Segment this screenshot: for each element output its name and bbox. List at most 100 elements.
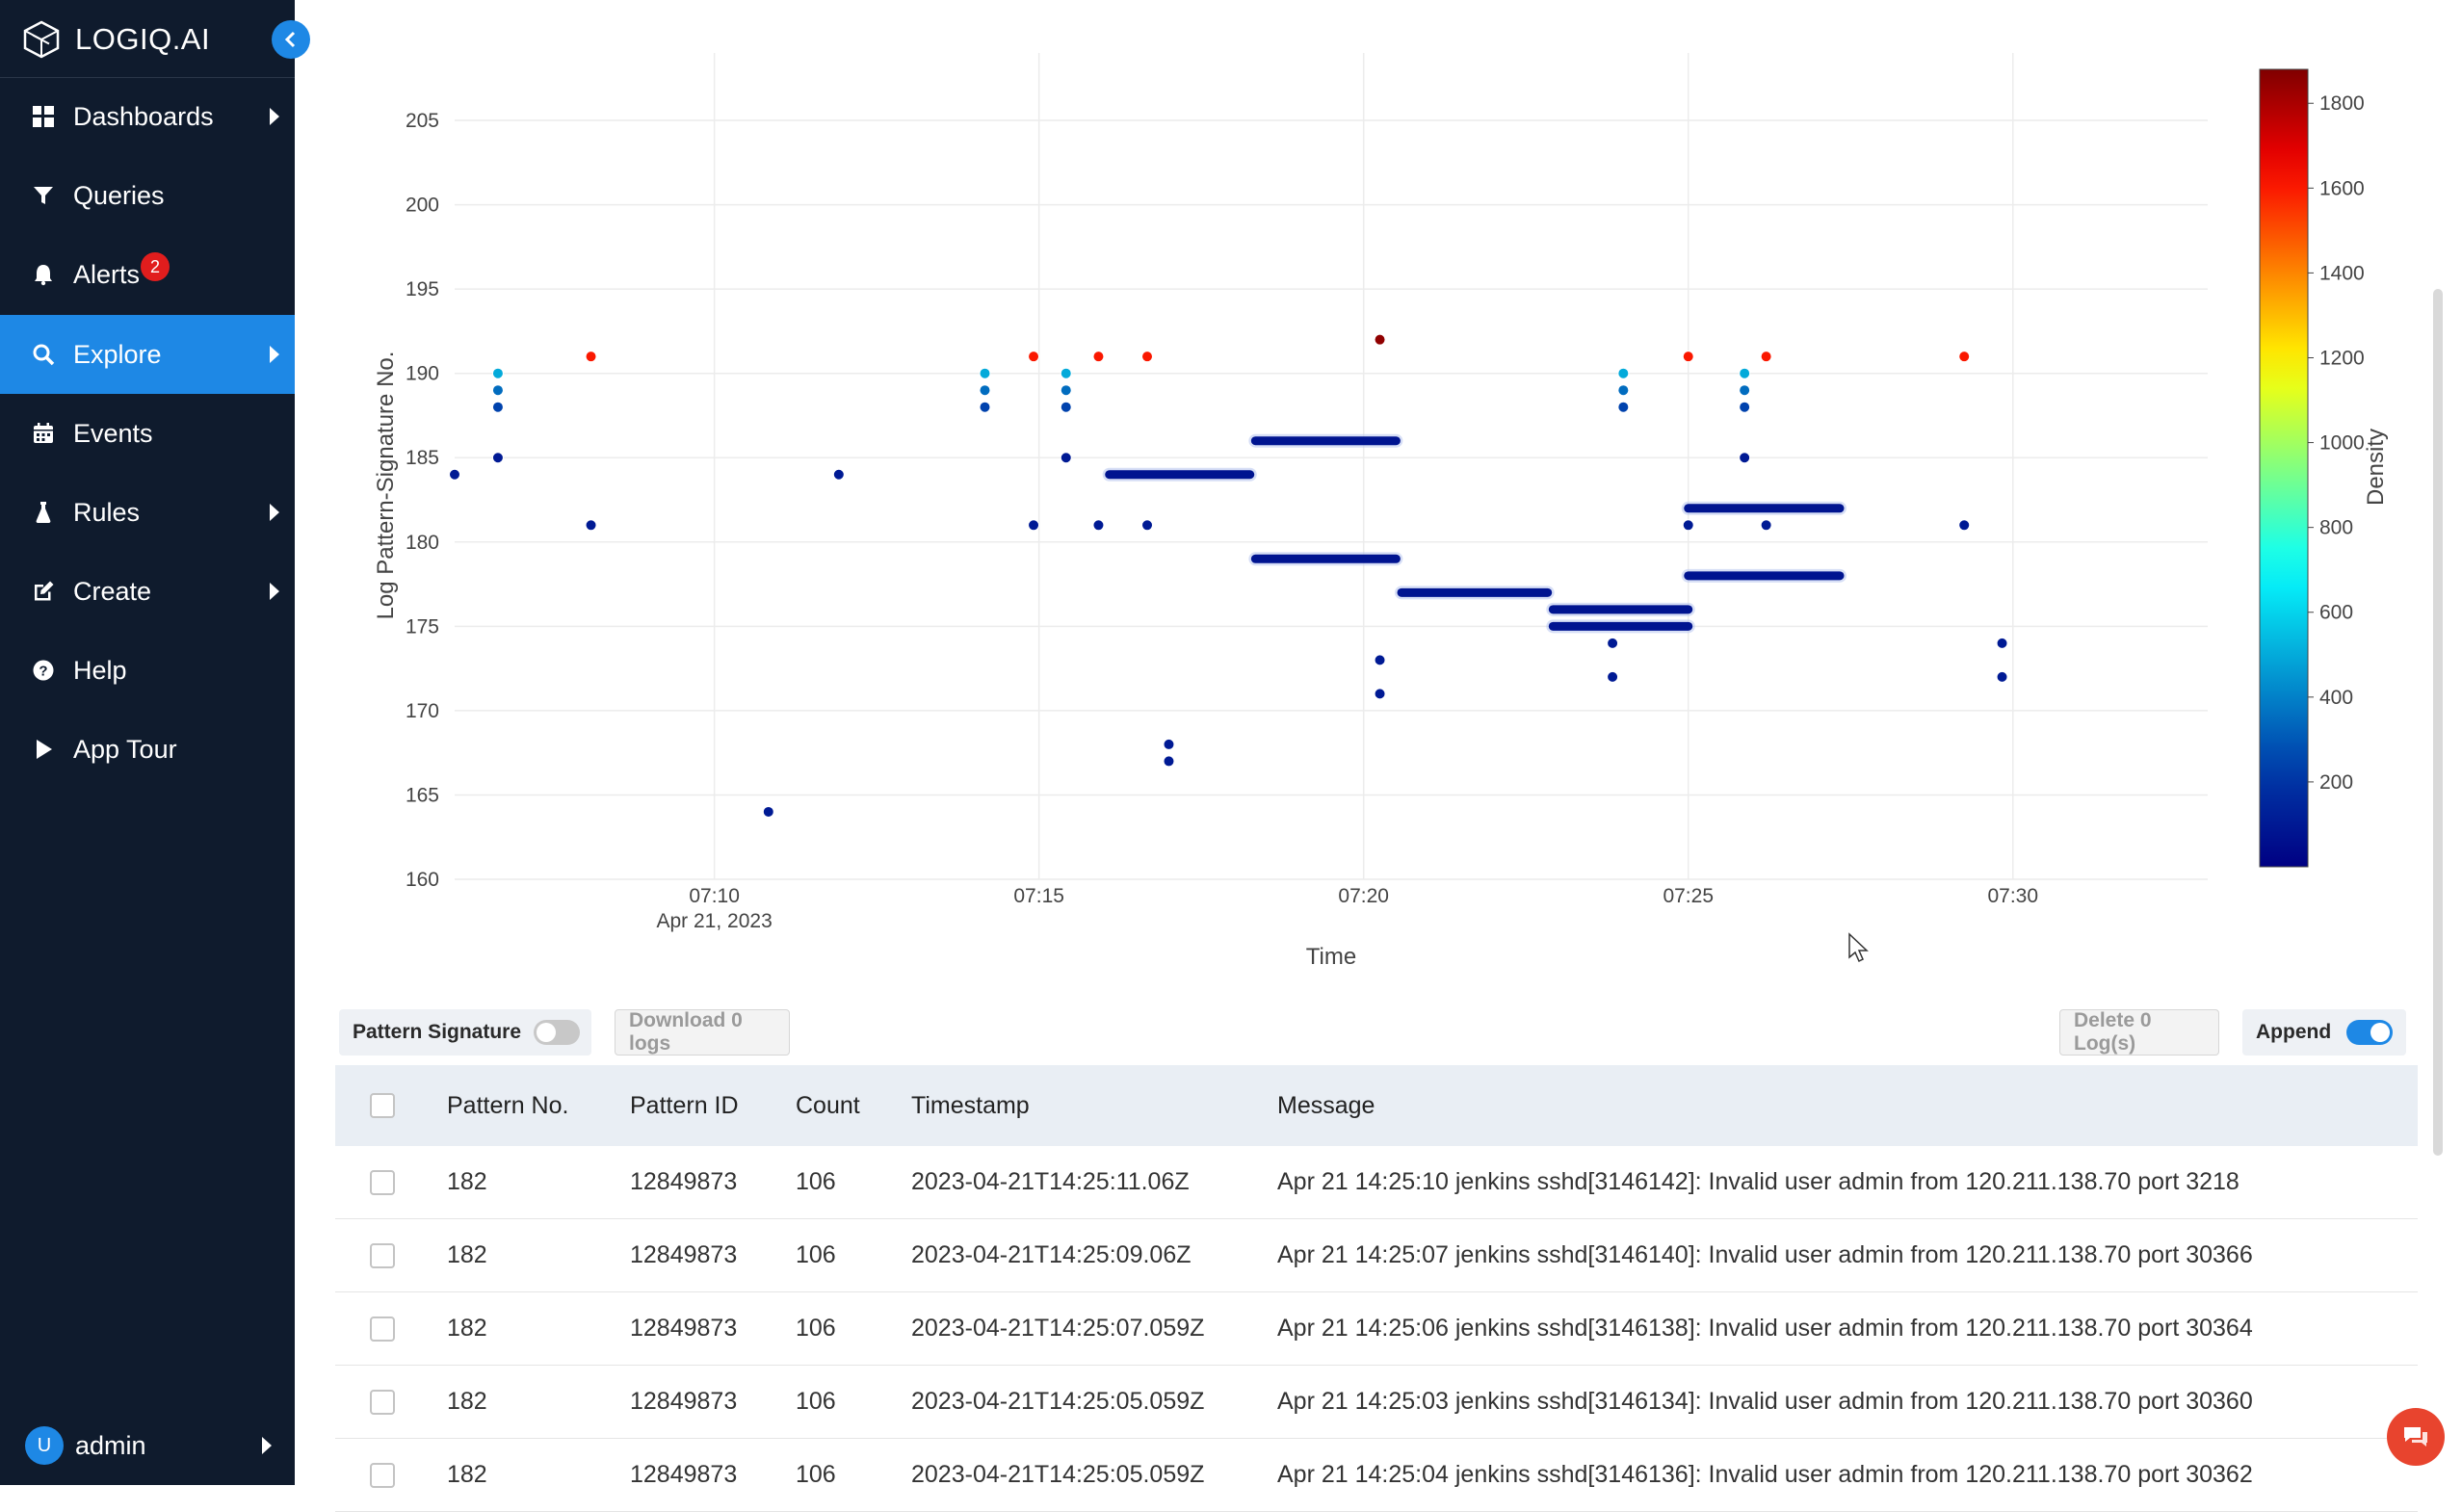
append-control: Append xyxy=(2242,1009,2406,1056)
cell-count: 106 xyxy=(796,1168,836,1195)
cell-pattern-id: 12849873 xyxy=(630,1241,738,1268)
avatar: U xyxy=(25,1426,64,1465)
column-header-message[interactable]: Message xyxy=(1277,1091,1375,1119)
y-tick-label: 195 xyxy=(406,278,439,300)
flask-icon xyxy=(29,498,58,527)
y-tick-label: 180 xyxy=(406,532,439,554)
sidebar-item-help[interactable]: ? Help xyxy=(0,631,295,710)
data-point xyxy=(1060,452,1072,464)
download-logs-button[interactable]: Download 0 logs xyxy=(615,1009,790,1056)
row-checkbox[interactable] xyxy=(370,1462,395,1488)
data-point xyxy=(1760,351,1772,363)
cell-timestamp: 2023-04-21T14:25:05.059Z xyxy=(911,1388,1205,1415)
data-point xyxy=(1060,401,1072,413)
data-point xyxy=(979,367,991,379)
column-header-pattern-id[interactable]: Pattern ID xyxy=(630,1091,739,1119)
cell-count: 106 xyxy=(796,1241,836,1268)
data-point xyxy=(1760,519,1772,532)
chevron-right-icon xyxy=(270,504,279,521)
cell-pattern-no: 182 xyxy=(447,1168,487,1195)
cell-pattern-no: 182 xyxy=(447,1241,487,1268)
colorbar-tick-label: 400 xyxy=(2319,687,2353,709)
colorbar-tick-label: 1600 xyxy=(2319,177,2365,199)
y-axis-title: Log Pattern-Signature No. xyxy=(373,352,399,620)
cell-pattern-no: 182 xyxy=(447,1315,487,1342)
colorbar-title: Density xyxy=(2363,429,2389,506)
table-row[interactable]: 182 12849873 106 2023-04-21T14:25:05.059Z Ap… xyxy=(335,1439,2418,1512)
pattern-signature-toggle[interactable] xyxy=(534,1020,580,1045)
cell-timestamp: 2023-04-21T14:25:11.06Z xyxy=(911,1168,1190,1195)
column-header-count[interactable]: Count xyxy=(796,1091,860,1119)
sidebar-item-explore[interactable]: Explore xyxy=(0,315,295,394)
row-checkbox[interactable] xyxy=(370,1389,395,1415)
data-point xyxy=(1028,519,1040,532)
bell-icon xyxy=(29,260,58,289)
colorbar-tick-label: 1200 xyxy=(2319,347,2365,369)
cell-pattern-id: 12849873 xyxy=(630,1168,738,1195)
toggle-knob xyxy=(537,1023,556,1042)
x-tick-label: 07:15 xyxy=(1013,885,1064,907)
data-point xyxy=(979,384,991,397)
y-tick-label: 170 xyxy=(406,700,439,722)
sidebar-item-label: Alerts xyxy=(73,259,141,289)
select-all-checkbox[interactable] xyxy=(370,1093,395,1118)
data-point xyxy=(1163,755,1175,768)
chat-button[interactable] xyxy=(2387,1408,2445,1466)
cell-pattern-no: 182 xyxy=(447,1461,487,1488)
sidebar-item-label: App Tour xyxy=(73,734,177,764)
y-tick-label: 160 xyxy=(406,869,439,891)
data-point xyxy=(491,367,504,379)
cell-message: Apr 21 14:25:06 jenkins sshd[3146138]: I… xyxy=(1277,1315,2253,1342)
x-tick-label: 07:30 xyxy=(1987,885,2038,907)
chevron-right-icon xyxy=(270,583,279,600)
table-row[interactable]: 182 12849873 106 2023-04-21T14:25:09.06Z Apr… xyxy=(335,1219,2418,1292)
data-point xyxy=(1739,384,1751,397)
chat-icon xyxy=(2404,1427,2427,1447)
column-header-timestamp[interactable]: Timestamp xyxy=(911,1091,1030,1119)
x-tick-date-label: Apr 21, 2023 xyxy=(656,910,772,932)
data-point xyxy=(585,519,597,532)
sidebar-item-alerts[interactable]: Alerts xyxy=(0,235,295,314)
table-row[interactable]: 182 12849873 106 2023-04-21T14:25:07.059Z Ap… xyxy=(335,1292,2418,1366)
sidebar-item-label: Queries xyxy=(73,180,165,210)
column-header-pattern-no[interactable]: Pattern No. xyxy=(447,1091,569,1119)
row-checkbox[interactable] xyxy=(370,1242,395,1268)
append-toggle[interactable] xyxy=(2346,1020,2393,1045)
sidebar-item-label: Explore xyxy=(73,339,162,369)
data-point xyxy=(1374,654,1386,666)
sidebar-item-create[interactable]: Create xyxy=(0,552,295,631)
data-point xyxy=(585,351,597,363)
alerts-count-badge: 2 xyxy=(141,252,170,281)
colorbar xyxy=(2259,68,2309,868)
logo[interactable]: LOGIQ.AI xyxy=(21,17,210,62)
row-checkbox[interactable] xyxy=(370,1316,395,1342)
data-point xyxy=(1617,384,1630,397)
pattern-signature-control: Pattern Signature xyxy=(339,1009,591,1056)
edit-icon xyxy=(29,577,58,606)
table-row[interactable]: 182 12849873 106 2023-04-21T14:25:05.059Z Ap… xyxy=(335,1366,2418,1439)
cell-message: Apr 21 14:25:03 jenkins sshd[3146134]: I… xyxy=(1277,1388,2253,1415)
data-point xyxy=(1996,670,2008,683)
sidebar-item-rules[interactable]: Rules xyxy=(0,473,295,552)
sidebar-item-events[interactable]: Events xyxy=(0,394,295,473)
svg-text:?: ? xyxy=(39,664,47,680)
colorbar-tick-label: 1000 xyxy=(2319,432,2365,455)
row-checkbox[interactable] xyxy=(370,1169,395,1195)
sidebar-item-app-tour[interactable]: App Tour xyxy=(0,710,295,789)
delete-logs-button[interactable]: Delete 0 Log(s) xyxy=(2059,1009,2219,1056)
search-icon xyxy=(29,340,58,369)
scatter-chart: 160 165 170 175 180 185 190 195 200 205 07:10 Apr 2… xyxy=(373,53,2389,970)
chevron-right-icon xyxy=(270,346,279,363)
x-tick-label: 07:20 xyxy=(1338,885,1389,907)
sidebar-item-queries[interactable]: Queries xyxy=(0,156,295,235)
user-menu[interactable]: U admin xyxy=(0,1406,295,1485)
data-point xyxy=(1682,519,1694,532)
page-scrollbar[interactable] xyxy=(2433,289,2443,1156)
user-name: admin xyxy=(75,1430,146,1460)
data-point xyxy=(1682,351,1694,363)
table-row[interactable]: 182 12849873 106 2023-04-21T14:25:11.06Z Apr… xyxy=(335,1146,2418,1219)
collapse-sidebar-button[interactable] xyxy=(272,20,310,59)
data-point xyxy=(979,401,991,413)
cell-pattern-id: 12849873 xyxy=(630,1388,738,1415)
sidebar-item-dashboards[interactable]: Dashboards xyxy=(0,77,295,156)
